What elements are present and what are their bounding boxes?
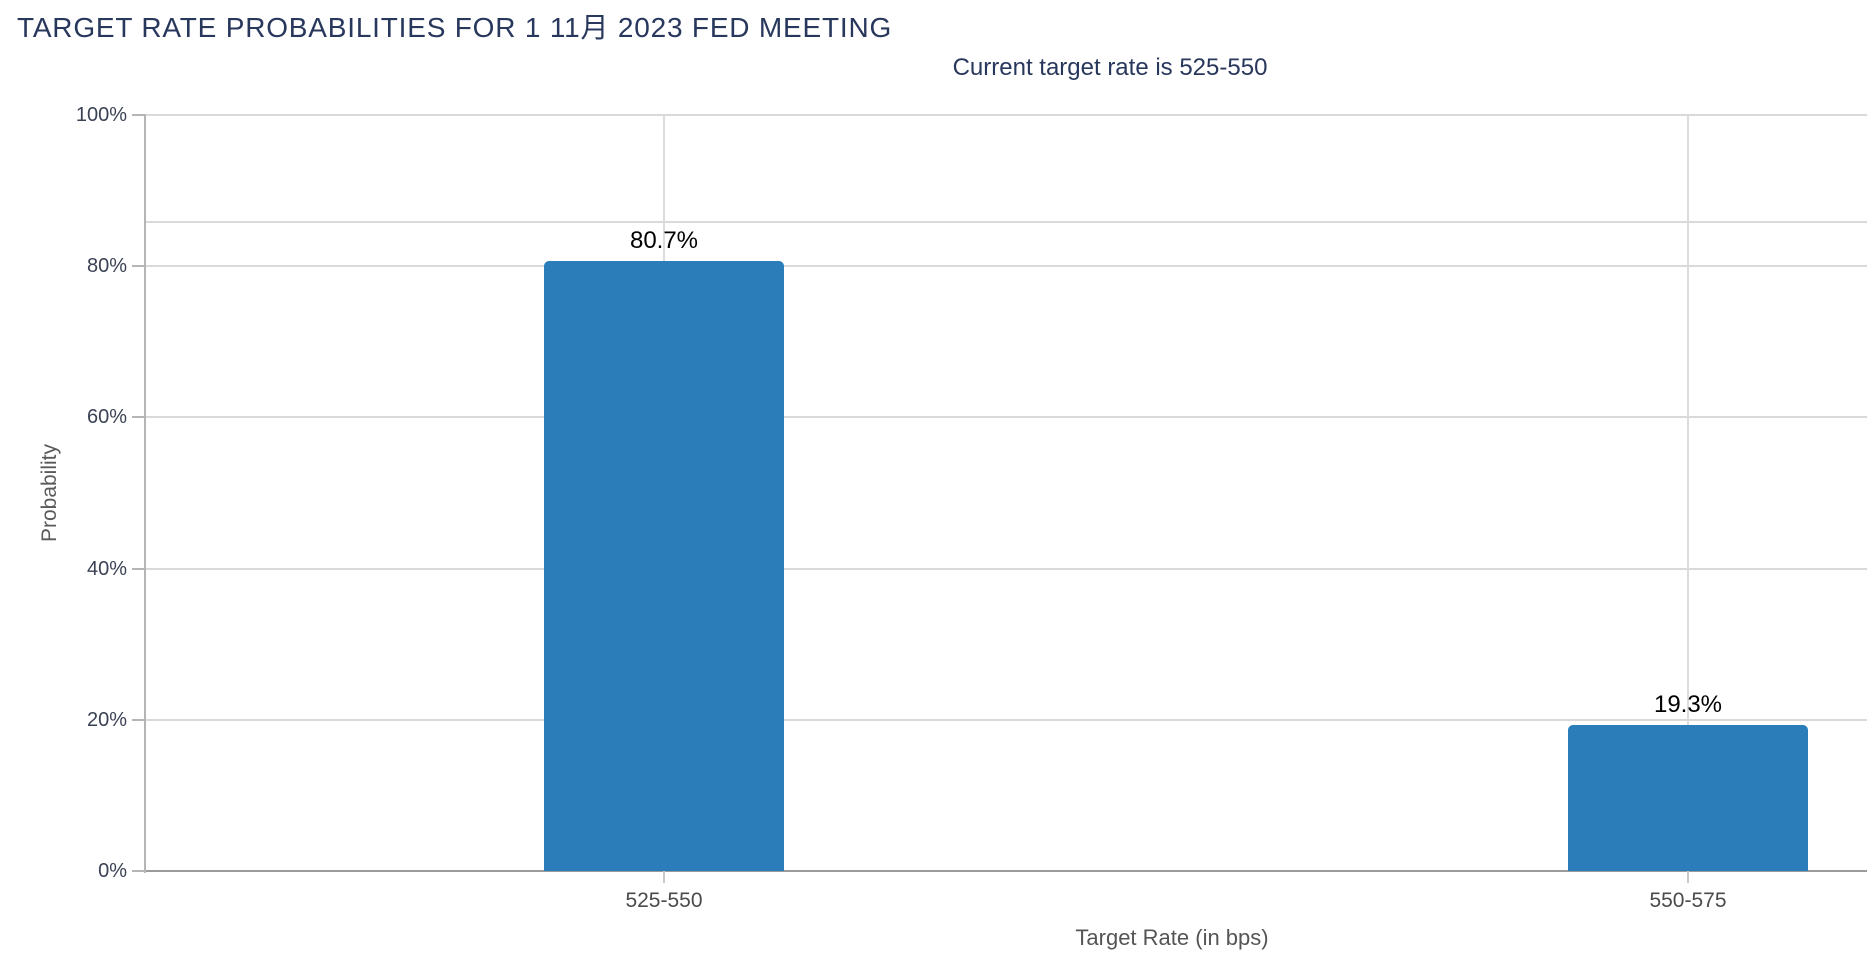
x-tick-label-550-575: 550-575 (1649, 889, 1727, 912)
y-axis-title: Probability (38, 443, 61, 543)
y-tick-mark-80% (132, 265, 145, 267)
x-tick-mark-550-575 (1687, 871, 1689, 883)
chart-subtitle: Current target rate is 525-550 (952, 54, 1268, 81)
y-tick-label-40%: 40% (86, 558, 127, 580)
bar-525-550[interactable] (544, 261, 784, 871)
bar-value-label-550-575: 19.3% (1653, 691, 1723, 718)
y-axis-line (144, 114, 146, 873)
y-tick-label-60%: 60% (86, 406, 127, 428)
y-tick-mark-100% (132, 114, 145, 116)
x-tick-mark-525-550 (663, 871, 665, 883)
gridline-80% (145, 265, 1867, 267)
chart-title: TARGET RATE PROBABILITIES FOR 1 11月 2023… (17, 12, 893, 43)
gridline-0% (145, 870, 1867, 872)
y-tick-label-0%: 0% (98, 860, 127, 882)
gridline-20% (145, 719, 1867, 721)
y-tick-mark-0% (132, 870, 145, 872)
gridline-40% (145, 568, 1867, 570)
gridline-category-550-575 (1687, 115, 1689, 871)
bar-550-575[interactable] (1568, 725, 1808, 871)
gridline-100% (145, 114, 1867, 116)
y-tick-label-20%: 20% (86, 709, 127, 731)
y-tick-mark-60% (132, 416, 145, 418)
x-tick-label-525-550: 525-550 (625, 889, 703, 912)
x-axis-title: Target Rate (in bps) (1075, 925, 1269, 950)
y-tick-label-80%: 80% (86, 255, 127, 277)
crosshair-line (145, 221, 1867, 223)
y-tick-mark-20% (132, 719, 145, 721)
y-tick-mark-40% (132, 568, 145, 570)
bar-value-label-525-550: 80.7% (629, 227, 699, 254)
y-tick-label-100%: 100% (75, 104, 127, 126)
gridline-60% (145, 416, 1867, 418)
